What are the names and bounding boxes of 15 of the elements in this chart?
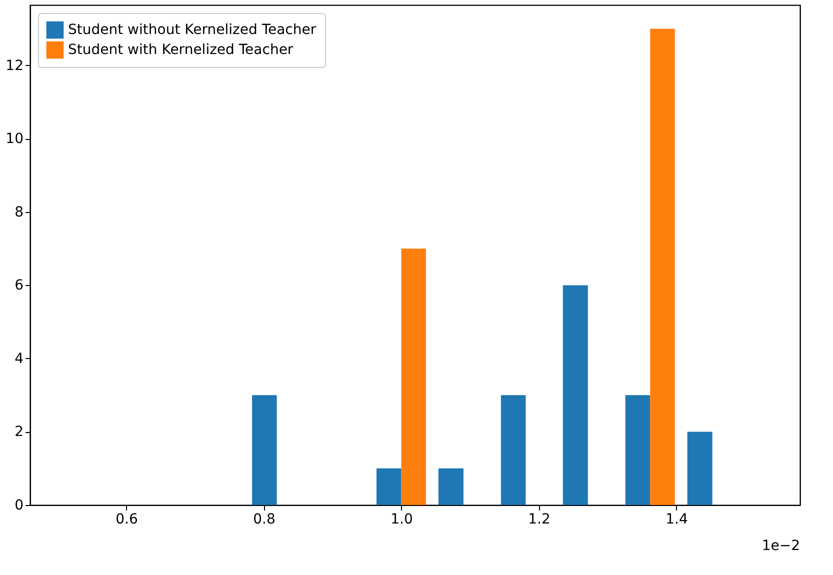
- y-tick-label: 6: [14, 278, 24, 294]
- y-tick-label: 12: [6, 58, 24, 74]
- x-tick-label: 0.8: [253, 512, 276, 528]
- text: 1e−2: [762, 538, 800, 554]
- legend-label: Student with Kernelized Teacher: [68, 42, 294, 58]
- x-tick-label: 1.2: [528, 512, 550, 528]
- y-tick-label: 10: [6, 131, 24, 148]
- x-tick-label: 1.0: [390, 512, 413, 528]
- legend-label: Student without Kernelized Teacher: [68, 22, 316, 38]
- y-tick-label: 2: [14, 424, 24, 440]
- x-tick-label: 1.4: [666, 512, 688, 528]
- y-tick-label: 4: [14, 350, 24, 367]
- y-tick-label: 8: [14, 204, 24, 220]
- x-tick-label: 0.6: [116, 512, 138, 528]
- y-tick-label: 0: [14, 498, 24, 514]
